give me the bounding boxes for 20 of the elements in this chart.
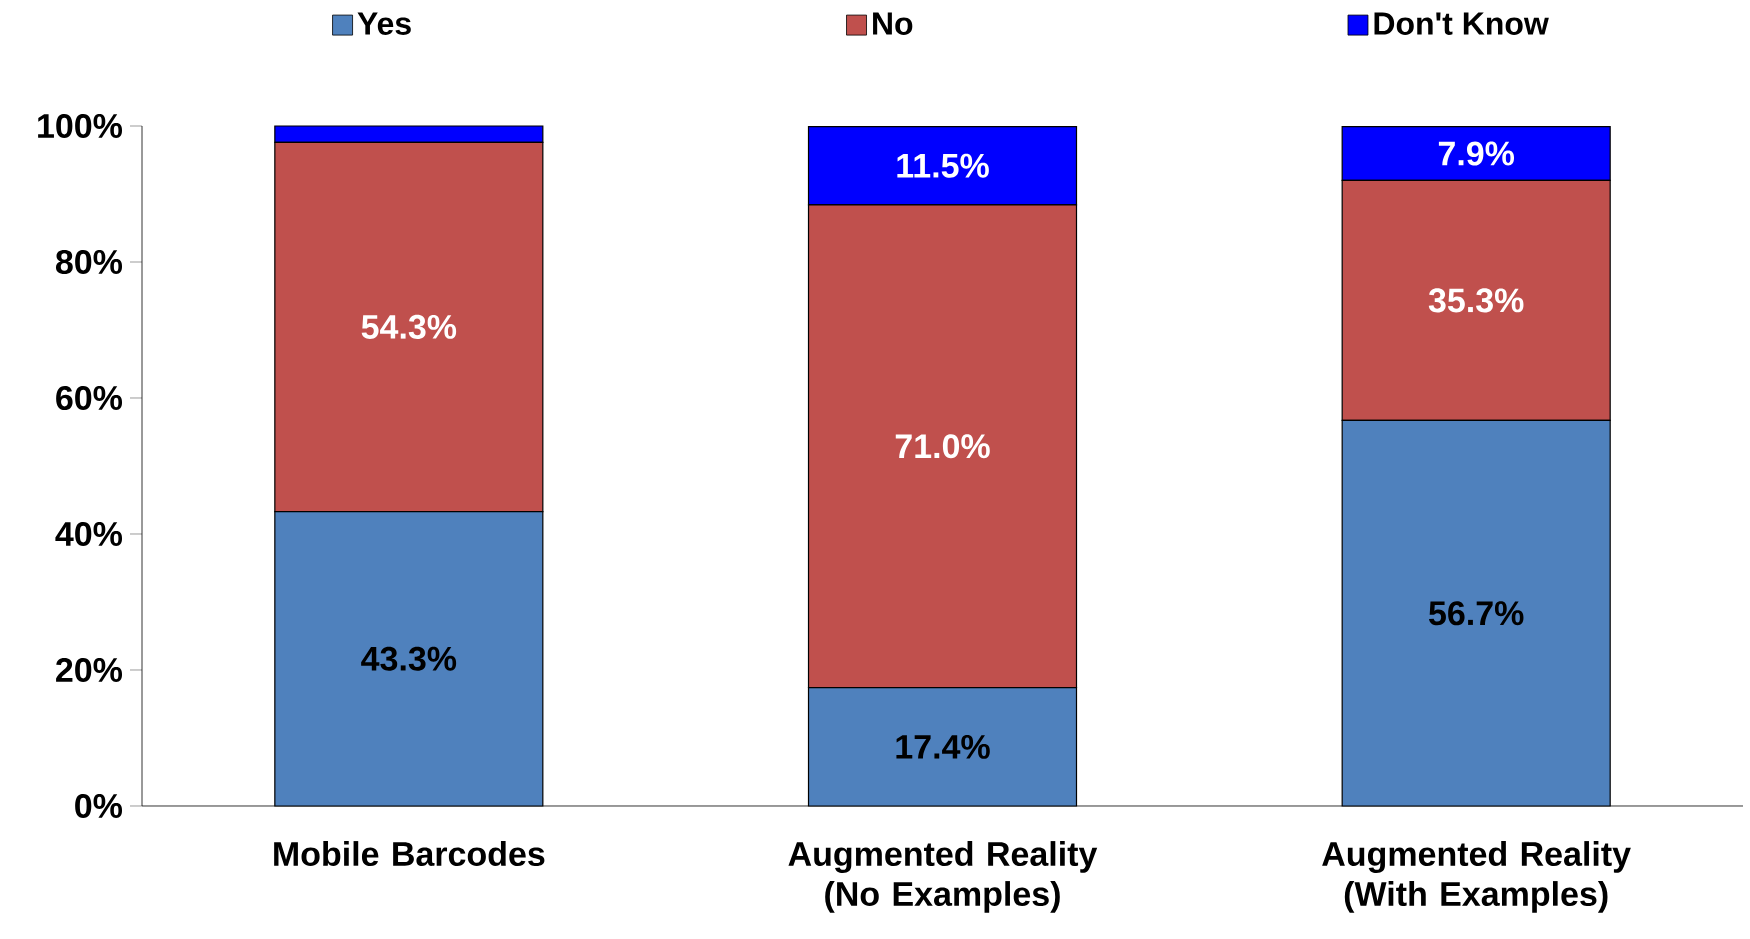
data-label: 11.5% — [897, 153, 989, 178]
data-label: 7.9% — [1438, 141, 1515, 166]
x-tick-label: Augmented Reality (With Examples) — [1322, 841, 1631, 913]
legend-label: Yes — [357, 12, 411, 35]
y-tick-label: 20% — [56, 657, 123, 683]
y-tick-label: 40% — [55, 521, 123, 547]
legend-label: Don't Know — [1374, 12, 1549, 35]
data-label: 43.3% — [361, 646, 457, 671]
data-label: 56.7% — [1429, 601, 1524, 626]
legend-label: No — [873, 12, 913, 35]
y-tick-label: 80% — [55, 249, 123, 275]
data-label: 35.3% — [1428, 288, 1524, 313]
y-tick-label: 0% — [75, 793, 123, 819]
x-tick-label: Augmented Reality (No Examples) — [788, 841, 1098, 913]
y-tick-label: 60% — [56, 385, 123, 411]
data-label: 54.3% — [361, 314, 457, 339]
x-tick-label: Mobile Barcodes — [274, 841, 545, 867]
data-label: 71.0% — [895, 434, 990, 459]
data-label: 17.4% — [896, 734, 990, 759]
y-tick-label: 100% — [38, 113, 123, 139]
